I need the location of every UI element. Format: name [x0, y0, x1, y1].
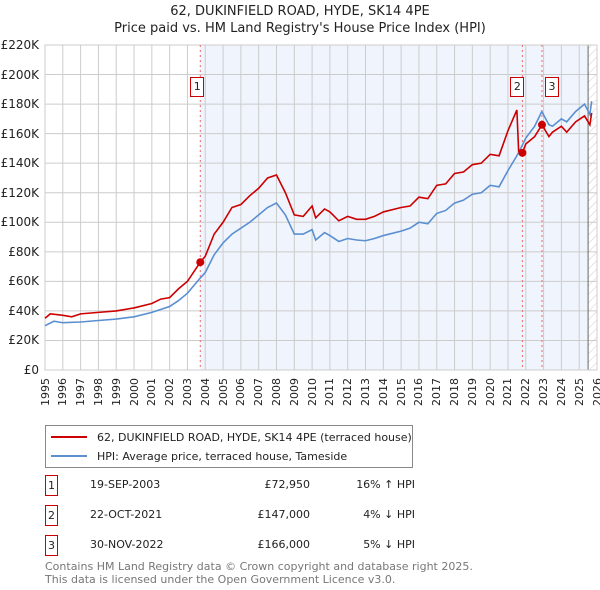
x-tick-label: 1998: [91, 378, 105, 406]
y-tick-label: £140K: [0, 156, 39, 171]
x-tick-label: 2019: [465, 378, 479, 406]
sale-price: £72,950: [264, 478, 311, 491]
y-tick-label: £220K: [0, 38, 39, 52]
x-tick-label: 2003: [180, 378, 194, 406]
legend-swatch-hpi: [51, 455, 87, 457]
y-tick-label: £60K: [8, 274, 39, 289]
y-tick-label: £20K: [8, 333, 39, 348]
x-tick-label: 2012: [341, 378, 355, 406]
sale-date: 30-NOV-2022: [90, 538, 164, 551]
x-tick-label: 1995: [38, 378, 52, 406]
x-tick-label: 2011: [323, 378, 337, 406]
sale-point: [537, 120, 546, 129]
sale-point: [196, 258, 205, 267]
x-tick-label: 2002: [163, 378, 177, 406]
sale-date: 19-SEP-2003: [90, 478, 161, 491]
sale-row: 1 19-SEP-2003 £72,950 16% ↑ HPI: [45, 475, 445, 496]
x-tick-label: 2025: [572, 378, 586, 406]
x-tick-label: 2013: [359, 378, 373, 406]
y-tick-label: £120K: [0, 185, 39, 200]
sale-hpi-diff: 5% ↓ HPI: [363, 538, 415, 551]
sale-marker-badge: 2: [45, 505, 58, 526]
y-tick-label: £80K: [8, 244, 39, 259]
chart-subtitle: Price paid vs. HM Land Registry's House …: [114, 21, 486, 36]
x-tick-label: 2018: [448, 378, 462, 406]
sale-marker-badge: 1: [45, 475, 58, 496]
y-tick-label: £40K: [8, 303, 39, 318]
x-tick-label: 2005: [216, 378, 230, 406]
hpi-line: [44, 101, 593, 327]
plot-border: [44, 44, 598, 371]
chart-title: 62, DUKINFIELD ROAD, HYDE, SK14 4PE: [170, 4, 430, 19]
y-tick-label: £160K: [0, 126, 39, 141]
sale-hpi-diff: 16% ↑ HPI: [356, 478, 415, 491]
x-tick-label: 2017: [430, 378, 444, 406]
sale-marker-label: 1: [190, 77, 205, 97]
x-tick-label: 2020: [483, 378, 497, 406]
sale-marker-label: 2: [510, 77, 525, 97]
legend: 62, DUKINFIELD ROAD, HYDE, SK14 4PE (ter…: [45, 425, 413, 468]
legend-label-hpi: HPI: Average price, terraced house, Tame…: [97, 449, 348, 463]
x-tick-label: 1999: [109, 378, 123, 406]
sale-marker-badge: 3: [45, 535, 58, 556]
sale-price: £166,000: [257, 538, 311, 551]
x-tick-label: 2014: [376, 378, 390, 406]
sale-marker-label: 3: [544, 77, 559, 97]
legend-swatch-property: [51, 436, 87, 438]
x-tick-label: 2021: [501, 378, 515, 406]
footer-line: Contains HM Land Registry data © Crown c…: [45, 560, 473, 573]
x-tick-label: 2024: [554, 378, 568, 406]
x-tick-label: 2015: [394, 378, 408, 406]
x-tick-label: 1997: [74, 378, 88, 406]
y-tick-label: £100K: [0, 215, 39, 230]
footer-line: This data is licensed under the Open Gov…: [45, 573, 396, 586]
x-tick-label: 1996: [56, 378, 70, 406]
chart: [44, 44, 598, 371]
shaded-region: [200, 45, 589, 370]
sale-date: 22-OCT-2021: [90, 508, 163, 521]
sale-point: [518, 148, 527, 157]
x-tick-label: 2026: [590, 378, 600, 406]
x-tick-label: 2009: [287, 378, 301, 406]
y-tick-label: £180K: [0, 97, 39, 112]
hatched-future-region: [588, 45, 597, 370]
x-tick-label: 2006: [234, 378, 248, 406]
x-tick-label: 2004: [198, 378, 212, 406]
sale-row: 2 22-OCT-2021 £147,000 4% ↓ HPI: [45, 505, 445, 526]
x-tick-label: 2000: [127, 378, 141, 406]
y-tick-label: £200K: [0, 67, 39, 82]
legend-label-property: 62, DUKINFIELD ROAD, HYDE, SK14 4PE (ter…: [97, 430, 412, 444]
property-price-line: [44, 109, 593, 319]
x-tick-label: 2001: [145, 378, 159, 406]
sale-row: 3 30-NOV-2022 £166,000 5% ↓ HPI: [45, 535, 445, 556]
x-tick-label: 2016: [412, 378, 426, 406]
x-tick-label: 2023: [537, 378, 551, 406]
sale-hpi-diff: 4% ↓ HPI: [363, 508, 415, 521]
x-tick-label: 2008: [269, 378, 283, 406]
x-tick-label: 2022: [519, 378, 533, 406]
x-tick-label: 2010: [305, 378, 319, 406]
y-tick-label: £0: [23, 363, 39, 377]
footer: Contains HM Land Registry data © Crown c…: [45, 560, 473, 586]
sale-price: £147,000: [257, 508, 311, 521]
x-tick-label: 2007: [252, 378, 266, 406]
